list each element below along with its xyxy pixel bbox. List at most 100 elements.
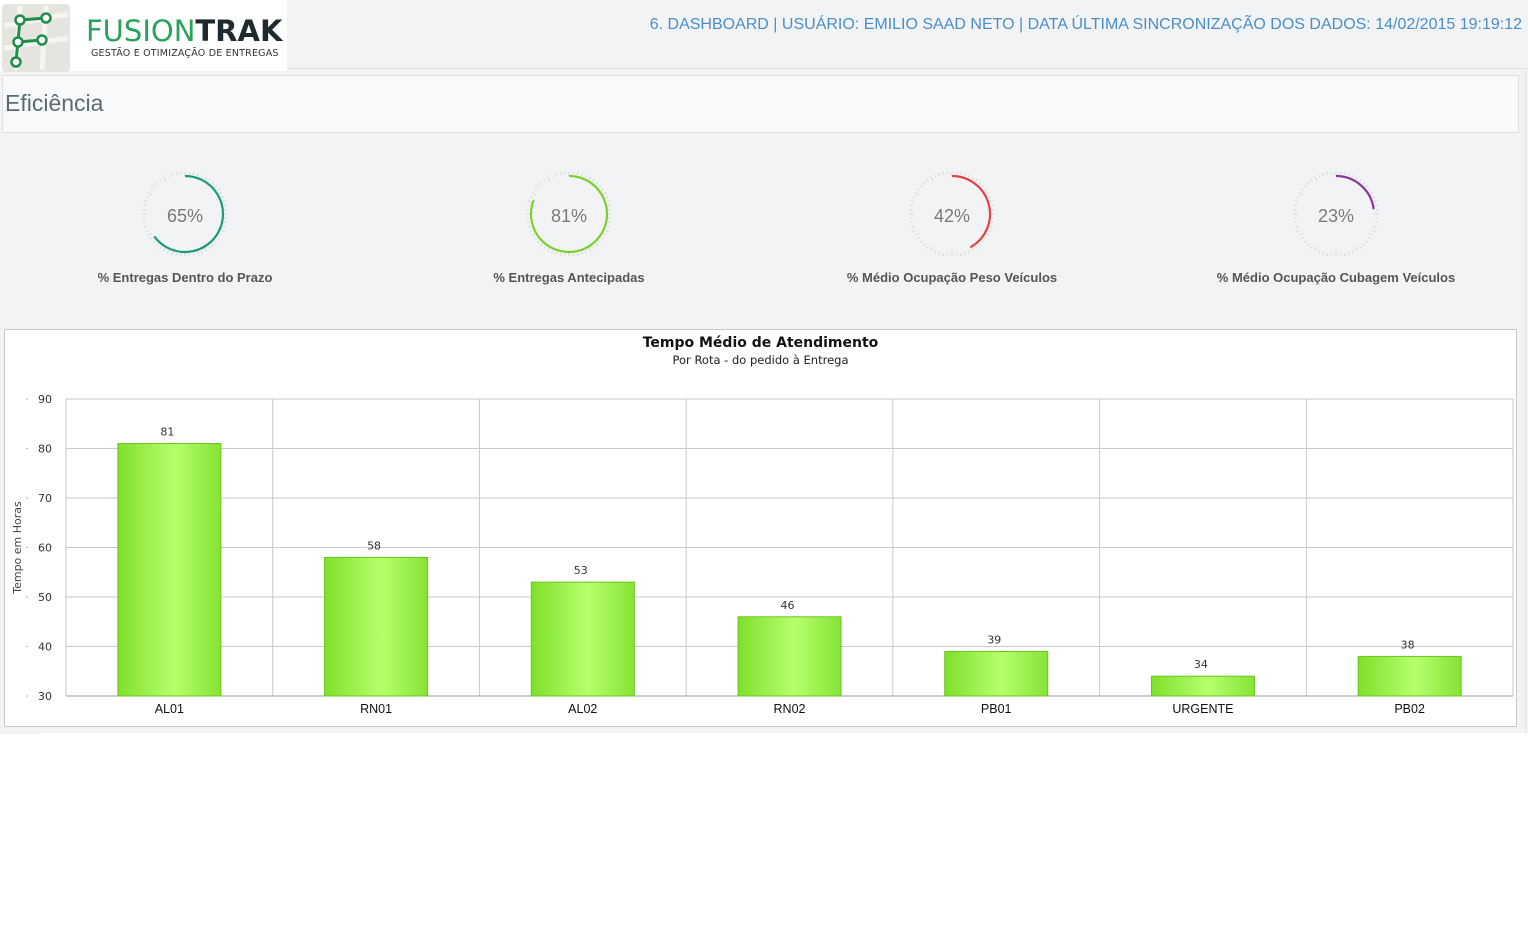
gauge-tick [211,243,215,247]
gauge-tick [584,174,587,178]
gauge-tick [214,240,218,244]
gauge-tick [1303,240,1307,244]
gauge-tick [959,172,962,175]
data-label: 81 [160,426,174,439]
gauge-tick [975,246,978,250]
gauge-tick [559,172,562,175]
gauge-value: 23% [1317,206,1355,226]
data-label: 34 [1194,658,1208,671]
y-axis-label: Tempo em Horas [11,501,24,595]
bar-pb01[interactable] [944,650,1049,697]
gauge-tick [143,204,146,207]
gauge-tick [608,221,611,224]
gauge-tick [1375,221,1378,224]
gauge-tick [988,229,992,232]
gauge-tick [942,253,945,256]
gauge-tick [208,246,211,250]
gauge-tick [527,225,532,228]
gauge-tick [547,176,551,182]
gauge-tick [167,174,170,178]
x-tick-label: PB01 [981,702,1012,716]
gauge-tick [224,204,227,207]
dashboard-app: FUSIONTRAK GESTÃO E OTIMIZAÇÃO DE ENTREG… [0,0,1528,733]
gauge-tick [1373,225,1378,228]
gauge-tick [584,250,587,254]
gauge-tick [527,221,530,224]
data-label: 39 [987,633,1001,646]
gauge-tick [598,184,602,188]
bar-pb02[interactable] [1357,655,1462,697]
gauge-tick [975,178,978,182]
gauge-tick [1368,188,1372,191]
gauge-value: 42% [933,206,971,226]
gauge-weight-occupancy-dial [910,172,994,256]
gauge-tick [926,246,929,250]
gauge-tick [1354,246,1358,252]
gauge-tick [1300,188,1304,191]
gauge-tick [1359,246,1362,250]
gauge-tick [527,200,532,203]
bar-rn02[interactable] [737,616,842,697]
gauge-tick [1368,237,1372,240]
chart-subtitle: Por Rota - do pedido à Entrega [672,353,849,367]
gauge-tick [171,172,174,177]
gauge-tick [1343,253,1346,256]
gauge-on-time: 65% % Entregas Dentro do Prazo [55,172,315,292]
gauge-tick [1326,172,1329,175]
gauge-volume-occupancy: 23% % Médio Ocupação Cubagem Veículos [1206,172,1466,292]
gauge-tick [1347,172,1350,177]
y-tick-label: 90 [38,393,52,406]
gauge-tick [1298,192,1304,196]
gauge-tick [147,232,153,236]
gauge-tick [533,188,537,191]
gauge-tick [916,188,920,191]
x-tick-label: AL01 [155,702,184,716]
gauge-value: 65% [166,206,204,226]
y-tick-label: 40 [38,641,52,654]
gauge-tick [221,196,225,199]
gauge-arc [951,174,992,249]
bar-al02[interactable] [530,581,635,697]
gauge-tick [1351,250,1354,254]
gauge-label: % Médio Ocupação Peso Veículos [846,270,1058,285]
gauge-tick [1314,176,1318,182]
gauge-tick [208,178,211,182]
chart-title: Tempo Médio de Atendimento [642,335,879,351]
gauge-tick [175,253,178,256]
y-tick-mark [26,546,28,549]
gauge-tick [551,174,554,178]
gauge-tick [910,221,913,224]
gauge-tick [930,176,934,182]
logo[interactable]: FUSIONTRAK GESTÃO E OTIMIZAÇÃO DE ENTREG… [0,0,287,72]
gauge-tick [155,243,159,247]
gauge-tick [989,225,994,228]
gauge-tick [984,237,988,240]
title-panel: Eficiência [2,75,1519,133]
gauge-tick [912,229,916,232]
gauge-tick [200,174,203,178]
gauge-tick [1365,184,1369,188]
gauge-tick [175,172,178,175]
gauge-label: % Entregas Dentro do Prazo [97,270,273,285]
gauge-tick [145,229,149,232]
bar-al01[interactable] [117,443,222,697]
bar-urgente[interactable] [1150,675,1255,697]
gauge-tick [224,221,227,224]
y-tick-mark [26,447,28,450]
y-tick-mark [26,645,28,648]
gauge-tick [1326,253,1329,256]
gauge-tick [934,250,937,254]
gauge-tick [155,181,159,185]
gauge-arc [153,174,225,254]
gauge-tick [1298,232,1304,236]
gauge-tick [214,184,218,188]
gauge-tick [1365,240,1369,244]
data-label: 53 [574,564,588,577]
bar-rn01[interactable] [324,556,429,697]
data-label: 38 [1401,638,1415,651]
gauge-tick [167,250,170,254]
gauge-tick [1306,243,1310,247]
gauge-tick [959,253,962,256]
gauge-tick [143,221,146,224]
gauge-tick [1310,178,1313,182]
